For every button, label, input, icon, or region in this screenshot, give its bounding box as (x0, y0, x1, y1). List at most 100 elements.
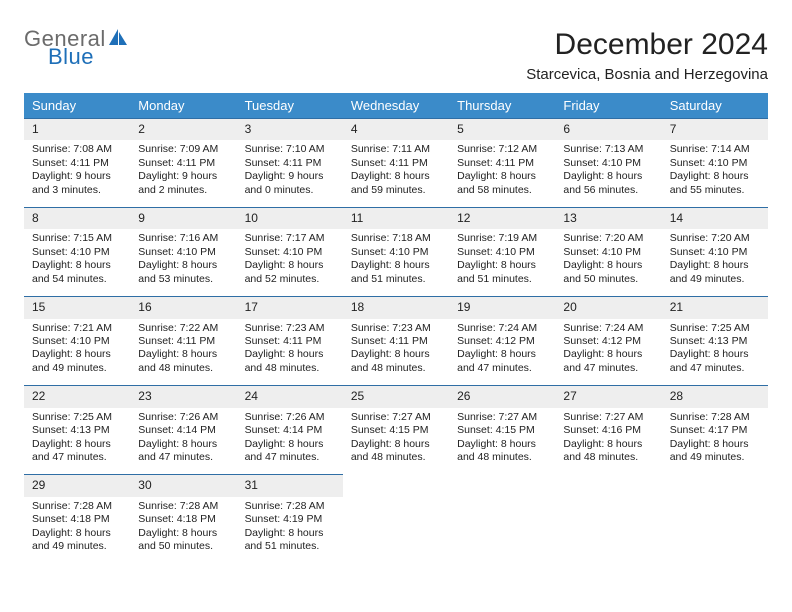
sunset-text: Sunset: 4:11 PM (245, 157, 335, 170)
day-number: 8 (24, 207, 130, 229)
sunrise-text: Sunrise: 7:12 AM (457, 143, 547, 156)
daylight-text: Daylight: 8 hours and 50 minutes. (138, 527, 228, 554)
day-number: 15 (24, 296, 130, 318)
daylight-text: Daylight: 8 hours and 51 minutes. (245, 527, 335, 554)
calendar-table: SundayMondayTuesdayWednesdayThursdayFrid… (24, 93, 768, 564)
sunset-text: Sunset: 4:10 PM (670, 246, 760, 259)
calendar-cell: 19Sunrise: 7:24 AMSunset: 4:12 PMDayligh… (449, 296, 555, 385)
sunrise-text: Sunrise: 7:28 AM (670, 411, 760, 424)
calendar-week-row: 1Sunrise: 7:08 AMSunset: 4:11 PMDaylight… (24, 118, 768, 207)
logo-text-blue: Blue (48, 46, 94, 68)
day-details: Sunrise: 7:08 AMSunset: 4:11 PMDaylight:… (24, 140, 130, 207)
day-details: Sunrise: 7:28 AMSunset: 4:18 PMDaylight:… (24, 497, 130, 564)
day-details: Sunrise: 7:12 AMSunset: 4:11 PMDaylight:… (449, 140, 555, 207)
sunrise-text: Sunrise: 7:25 AM (670, 322, 760, 335)
day-number: 16 (130, 296, 236, 318)
calendar-week-row: 8Sunrise: 7:15 AMSunset: 4:10 PMDaylight… (24, 207, 768, 296)
daylight-text: Daylight: 8 hours and 51 minutes. (457, 259, 547, 286)
calendar-cell: 1Sunrise: 7:08 AMSunset: 4:11 PMDaylight… (24, 118, 130, 207)
calendar-cell: 12Sunrise: 7:19 AMSunset: 4:10 PMDayligh… (449, 207, 555, 296)
daylight-text: Daylight: 8 hours and 49 minutes. (32, 527, 122, 554)
daylight-text: Daylight: 8 hours and 52 minutes. (245, 259, 335, 286)
calendar-cell: 31Sunrise: 7:28 AMSunset: 4:19 PMDayligh… (237, 474, 343, 563)
calendar-cell: 6Sunrise: 7:13 AMSunset: 4:10 PMDaylight… (555, 118, 661, 207)
sunset-text: Sunset: 4:10 PM (138, 246, 228, 259)
sunset-text: Sunset: 4:18 PM (32, 513, 122, 526)
weekday-header: Sunday (24, 93, 130, 118)
day-details: Sunrise: 7:17 AMSunset: 4:10 PMDaylight:… (237, 229, 343, 296)
sunset-text: Sunset: 4:10 PM (351, 246, 441, 259)
day-number: 2 (130, 118, 236, 140)
sunrise-text: Sunrise: 7:24 AM (457, 322, 547, 335)
sunrise-text: Sunrise: 7:25 AM (32, 411, 122, 424)
calendar-cell: 28Sunrise: 7:28 AMSunset: 4:17 PMDayligh… (662, 385, 768, 474)
day-details: Sunrise: 7:23 AMSunset: 4:11 PMDaylight:… (237, 319, 343, 386)
day-details: Sunrise: 7:22 AMSunset: 4:11 PMDaylight:… (130, 319, 236, 386)
day-number: 3 (237, 118, 343, 140)
weekday-header: Saturday (662, 93, 768, 118)
weekday-header: Monday (130, 93, 236, 118)
day-number: 13 (555, 207, 661, 229)
sunrise-text: Sunrise: 7:08 AM (32, 143, 122, 156)
daylight-text: Daylight: 8 hours and 58 minutes. (457, 170, 547, 197)
title-block: December 2024 Starcevica, Bosnia and Her… (526, 28, 768, 83)
calendar-cell: 22Sunrise: 7:25 AMSunset: 4:13 PMDayligh… (24, 385, 130, 474)
daylight-text: Daylight: 8 hours and 54 minutes. (32, 259, 122, 286)
daylight-text: Daylight: 8 hours and 47 minutes. (32, 438, 122, 465)
day-details: Sunrise: 7:13 AMSunset: 4:10 PMDaylight:… (555, 140, 661, 207)
sunset-text: Sunset: 4:11 PM (138, 157, 228, 170)
sunset-text: Sunset: 4:11 PM (351, 335, 441, 348)
daylight-text: Daylight: 8 hours and 55 minutes. (670, 170, 760, 197)
daylight-text: Daylight: 8 hours and 47 minutes. (138, 438, 228, 465)
calendar-cell: 4Sunrise: 7:11 AMSunset: 4:11 PMDaylight… (343, 118, 449, 207)
page-header: General Blue December 2024 Starcevica, B… (24, 28, 768, 83)
day-number: 25 (343, 385, 449, 407)
sunrise-text: Sunrise: 7:11 AM (351, 143, 441, 156)
day-details: Sunrise: 7:23 AMSunset: 4:11 PMDaylight:… (343, 319, 449, 386)
daylight-text: Daylight: 9 hours and 2 minutes. (138, 170, 228, 197)
sunset-text: Sunset: 4:10 PM (457, 246, 547, 259)
day-details: Sunrise: 7:19 AMSunset: 4:10 PMDaylight:… (449, 229, 555, 296)
location-text: Starcevica, Bosnia and Herzegovina (526, 66, 768, 83)
calendar-cell (343, 474, 449, 563)
sunrise-text: Sunrise: 7:26 AM (245, 411, 335, 424)
sunrise-text: Sunrise: 7:23 AM (245, 322, 335, 335)
daylight-text: Daylight: 8 hours and 53 minutes. (138, 259, 228, 286)
weekday-header: Wednesday (343, 93, 449, 118)
sunrise-text: Sunrise: 7:10 AM (245, 143, 335, 156)
sunrise-text: Sunrise: 7:20 AM (563, 232, 653, 245)
day-number: 23 (130, 385, 236, 407)
day-details: Sunrise: 7:10 AMSunset: 4:11 PMDaylight:… (237, 140, 343, 207)
sunset-text: Sunset: 4:13 PM (670, 335, 760, 348)
daylight-text: Daylight: 8 hours and 47 minutes. (457, 348, 547, 375)
day-number: 20 (555, 296, 661, 318)
day-details: Sunrise: 7:24 AMSunset: 4:12 PMDaylight:… (555, 319, 661, 386)
calendar-cell: 16Sunrise: 7:22 AMSunset: 4:11 PMDayligh… (130, 296, 236, 385)
weekday-header: Tuesday (237, 93, 343, 118)
sunrise-text: Sunrise: 7:27 AM (563, 411, 653, 424)
sunset-text: Sunset: 4:15 PM (457, 424, 547, 437)
calendar-cell: 17Sunrise: 7:23 AMSunset: 4:11 PMDayligh… (237, 296, 343, 385)
day-details: Sunrise: 7:25 AMSunset: 4:13 PMDaylight:… (662, 319, 768, 386)
calendar-cell: 15Sunrise: 7:21 AMSunset: 4:10 PMDayligh… (24, 296, 130, 385)
day-number: 10 (237, 207, 343, 229)
daylight-text: Daylight: 9 hours and 3 minutes. (32, 170, 122, 197)
day-number: 11 (343, 207, 449, 229)
sunrise-text: Sunrise: 7:18 AM (351, 232, 441, 245)
sunset-text: Sunset: 4:11 PM (32, 157, 122, 170)
calendar-cell: 3Sunrise: 7:10 AMSunset: 4:11 PMDaylight… (237, 118, 343, 207)
calendar-cell: 21Sunrise: 7:25 AMSunset: 4:13 PMDayligh… (662, 296, 768, 385)
daylight-text: Daylight: 8 hours and 48 minutes. (245, 348, 335, 375)
sunrise-text: Sunrise: 7:20 AM (670, 232, 760, 245)
sunset-text: Sunset: 4:14 PM (138, 424, 228, 437)
calendar-cell: 26Sunrise: 7:27 AMSunset: 4:15 PMDayligh… (449, 385, 555, 474)
day-details: Sunrise: 7:25 AMSunset: 4:13 PMDaylight:… (24, 408, 130, 475)
day-details: Sunrise: 7:20 AMSunset: 4:10 PMDaylight:… (662, 229, 768, 296)
sunset-text: Sunset: 4:11 PM (245, 335, 335, 348)
sunset-text: Sunset: 4:10 PM (245, 246, 335, 259)
sunrise-text: Sunrise: 7:09 AM (138, 143, 228, 156)
day-details: Sunrise: 7:21 AMSunset: 4:10 PMDaylight:… (24, 319, 130, 386)
sunset-text: Sunset: 4:10 PM (32, 335, 122, 348)
day-number: 22 (24, 385, 130, 407)
sunset-text: Sunset: 4:15 PM (351, 424, 441, 437)
